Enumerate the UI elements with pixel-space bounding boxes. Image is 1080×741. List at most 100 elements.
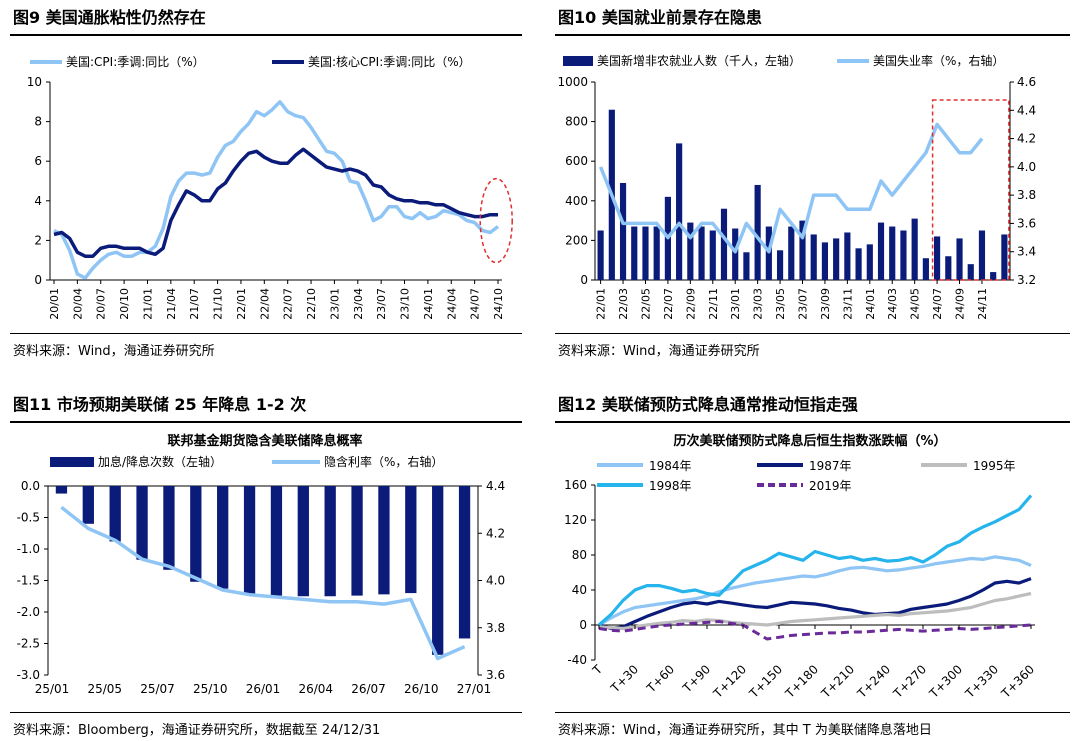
- fig10-title-rule: [555, 34, 1070, 36]
- fig12-x-tick-label: T+270: [890, 662, 929, 701]
- fig10-x-tick-label: 24/07: [931, 288, 944, 320]
- fig11-left-tick-label: -2.0: [17, 605, 40, 619]
- fig10-legend-label-bar: 美国新增非农就业人数（千人，左轴）: [597, 53, 801, 68]
- fig11-legend-label-line: 隐含利率（%，右轴）: [324, 454, 443, 469]
- fig9-chart: 0 2 4 6 8 10 20/01 20/04 20/07 20/10 21/01 21/04 21/…: [27, 55, 513, 320]
- fig12-legend-label: 1987年: [809, 459, 852, 473]
- fig10-bar: [967, 264, 974, 280]
- fig10-x-tick-label: 24/01: [864, 288, 877, 320]
- fig10-bar: [788, 226, 795, 280]
- fig9-x-tick-label: 21/01: [141, 288, 154, 320]
- fig12-source: 资料来源：Wind，海通证券研究所，其中 T 为美联储降息落地日: [558, 723, 932, 738]
- fig12-series-line-1: [598, 577, 1032, 631]
- fig12-x-tick-label: T+240: [854, 662, 893, 701]
- fig9-y-tick-label: 10: [27, 75, 42, 89]
- fig11-bar: [458, 486, 471, 639]
- fig11-bar: [324, 486, 336, 597]
- fig9-y-tick-label: 4: [34, 194, 42, 208]
- fig11-legend-swatch-bar: [50, 457, 94, 467]
- fig9-y-tick-label: 6: [34, 154, 42, 168]
- fig10-x-tick-label: 23/11: [841, 288, 854, 320]
- fig9-x-tick-label: 22/10: [305, 288, 318, 320]
- fig12-y-tick-label: 160: [564, 478, 587, 492]
- fig11-left-tick-label: 0.0: [21, 479, 40, 493]
- fig11-x-tick-label: 26/10: [404, 682, 439, 696]
- fig10-left-tick-label: 600: [565, 154, 588, 168]
- fig10-bar: [956, 238, 963, 280]
- fig10-bar: [844, 232, 851, 280]
- fig9-x-tick-label: 24/07: [469, 288, 482, 320]
- fig10-bar: [732, 228, 739, 280]
- fig11-x-tick-label: 25/10: [193, 682, 228, 696]
- fig11-bar: [270, 486, 283, 596]
- fig12-legend-label: 2019年: [809, 479, 852, 493]
- fig11-x-tick-label: 25/01: [35, 682, 70, 696]
- fig9-y-tick-label: 2: [34, 233, 42, 247]
- fig10-unemployment-line: [598, 122, 984, 254]
- fig12-x-tick-label: T+120: [710, 662, 749, 701]
- fig10-bar: [597, 230, 604, 280]
- fig10-right-tick-label: 4.2: [1017, 132, 1036, 146]
- fig10-left-tick-label: 200: [565, 233, 588, 247]
- fig10-highlight-rect: [931, 99, 1010, 281]
- fig12-title: 图12 美联储预防式降息通常推动恒指走强: [558, 395, 858, 414]
- fig9-x-tick-label: 20/10: [118, 288, 131, 320]
- fig12-title-rule: [555, 421, 1070, 423]
- fig11-right-tick-label: 4.2: [486, 526, 505, 540]
- fig10-bar: [934, 236, 941, 280]
- fig12-bottom-rule: [555, 712, 1070, 713]
- fig10-bar: [877, 222, 885, 280]
- fig12-legend-label: 1995年: [973, 459, 1016, 473]
- fig11-right-tick-label: 3.8: [486, 621, 505, 635]
- fig11-left-tick-label: -1.0: [17, 542, 40, 556]
- fig10-bar: [799, 220, 806, 280]
- fig12-y-tick-label: 0: [579, 618, 587, 632]
- fig10-bar: [821, 242, 829, 280]
- fig10-x-tick-label: 22/11: [707, 288, 720, 320]
- fig11-bar: [297, 486, 309, 597]
- fig10-bar: [855, 248, 862, 280]
- fig10-bar: [922, 258, 929, 280]
- fig9-x-tick-label: 24/01: [422, 288, 435, 320]
- fig11-source: 资料来源：Bloomberg，海通证券研究所，数据截至 24/12/31: [13, 723, 381, 738]
- fig9-series-line-0: [53, 100, 500, 280]
- fig9-x-tick-label: 24/04: [445, 288, 458, 320]
- fig11-x-tick-label: 25/07: [140, 682, 175, 696]
- fig11-right-tick-label: 3.6: [486, 668, 505, 682]
- fig10-bar: [866, 244, 873, 280]
- fig10-bar: [1001, 234, 1008, 280]
- fig9-x-tick-label: 24/10: [492, 288, 505, 320]
- fig9-x-tick-label: 22/07: [282, 288, 295, 320]
- fig12-x-tick-label: T+330: [962, 662, 1001, 701]
- fig12-chart-title: 历次美联储预防式降息后恒生指数涨跌幅（%）: [673, 433, 946, 449]
- fig12-series-line-0: [598, 555, 1032, 627]
- fig11-left-tick-label: -0.5: [17, 511, 40, 525]
- fig12-x-tick-label: T+90: [679, 662, 713, 696]
- fig12-legend-label: 1998年: [649, 479, 692, 493]
- fig12-y-tick-label: -40: [567, 653, 587, 667]
- fig11-legend-label-bar: 加息/降息次数（左轴）: [98, 454, 222, 469]
- fig12-x-tick-label: T+150: [746, 662, 785, 701]
- fig10-bar: [709, 230, 716, 280]
- fig10-chart: 0 200 400 600 800 1000 3.2 3.4 3.6 3.8 4.0 4.2 4.4 4.…: [557, 53, 1036, 320]
- fig10-x-tick-label: 23/01: [729, 288, 742, 320]
- fig12-x-tick-label: T+210: [818, 662, 857, 701]
- fig10-left-tick-label: 0: [580, 273, 588, 287]
- fig9-x-tick-label: 22/04: [258, 288, 271, 320]
- fig11-x-tick-label: 26/01: [246, 682, 281, 696]
- fig10-right-tick-label: 4.4: [1017, 103, 1036, 117]
- fig9-legend-label: 美国:核心CPI:季调:同比（%）: [308, 55, 471, 69]
- fig10-right-tick-label: 3.2: [1017, 273, 1036, 287]
- fig9-y-tick-label: 0: [34, 273, 42, 287]
- fig10-left-tick-label: 400: [565, 194, 588, 208]
- fig10-bar: [676, 143, 683, 280]
- fig11-title-rule: [10, 421, 522, 423]
- fig9-bottom-rule: [10, 333, 522, 334]
- fig11-bottom-rule: [10, 712, 522, 713]
- fig10-bar: [754, 184, 761, 280]
- fig10-source: 资料来源：Wind，海通证券研究所: [558, 344, 760, 359]
- fig12-x-tick-label: T+60: [643, 662, 677, 696]
- fig9-highlight-ellipse: [479, 177, 513, 264]
- fig12-y-tick-label: 40: [572, 583, 587, 597]
